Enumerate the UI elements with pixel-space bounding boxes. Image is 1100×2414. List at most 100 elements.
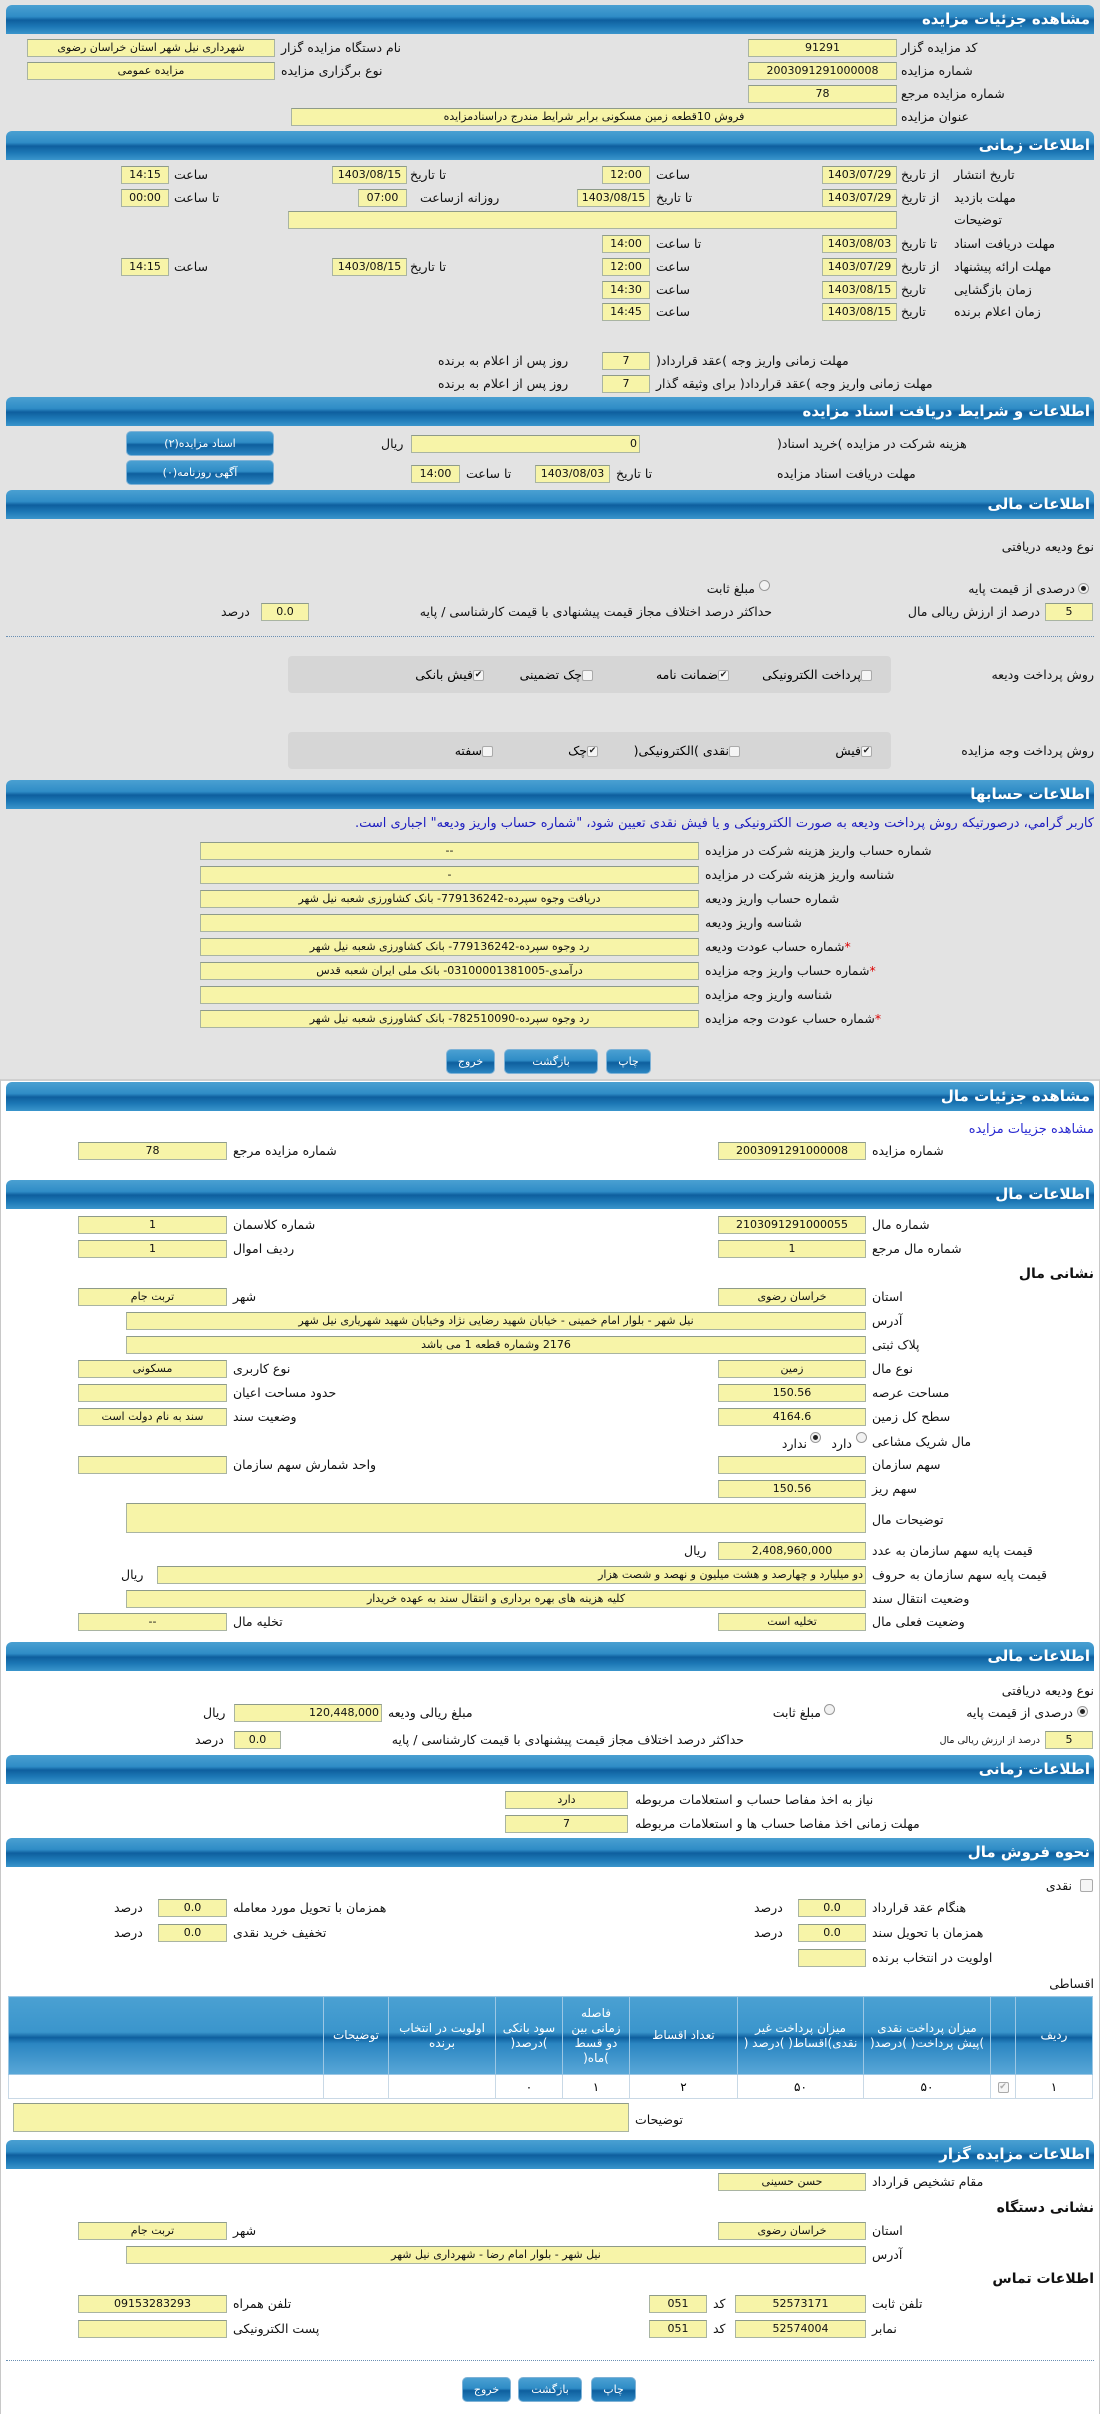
publish-from-time-field[interactable]: 12:00 (602, 166, 650, 184)
account-field[interactable]: دریافت وجوه سپرده-779136242- بانک کشاورز… (200, 890, 699, 908)
row-checkbox-checked[interactable]: ✔ (997, 2081, 1009, 2093)
email-field[interactable] (78, 2320, 227, 2338)
fee-field[interactable]: 0 (411, 435, 640, 453)
publish-to-field[interactable]: 1403/08/15 (332, 166, 407, 184)
checkbox[interactable] (861, 670, 872, 681)
city-field[interactable]: تربت جام (78, 1288, 227, 1306)
percent-radio[interactable] (1077, 1706, 1088, 1717)
contract-field[interactable]: 0.0 (798, 1899, 866, 1917)
account-field[interactable]: درآمدی-03100001381005- بانک ملی ایران شع… (200, 962, 699, 980)
offer-from-field[interactable]: 1403/07/29 (822, 258, 897, 276)
row-field[interactable]: 1 (78, 1240, 227, 1258)
checkbox[interactable] (729, 746, 740, 757)
deposit-contract-days-field[interactable]: 7 (602, 352, 650, 370)
clearance-days-field[interactable]: 7 (505, 1815, 628, 1833)
item-number-field[interactable]: 2103091291000055 (718, 1216, 866, 1234)
checkbox-checked[interactable]: ✔ (587, 746, 598, 757)
total-area-field[interactable]: 4164.6 (718, 1408, 866, 1426)
delivery-field[interactable]: 0.0 (158, 1899, 227, 1917)
usage-field[interactable]: مسکونی (78, 1360, 227, 1378)
opening-date-field[interactable]: 1403/08/15 (822, 281, 897, 299)
payment-method-cheque[interactable]: ✔چک (568, 742, 598, 759)
auction-type-field[interactable]: مزایده عمومی (27, 62, 275, 80)
org-name-field[interactable]: شهرداری نیل شهر استان خراسان رضوی (27, 39, 275, 57)
status-field[interactable]: تخلیه است (718, 1613, 866, 1631)
org-province-field[interactable]: خراسان رضوی (718, 2222, 866, 2240)
item-auction-ref-field[interactable]: 78 (78, 1142, 227, 1160)
back-button[interactable]: بازگشت (504, 1049, 598, 1074)
account-field[interactable]: رد وجوه سپرده-782510090- بانک کشاورزی شع… (200, 1010, 699, 1028)
docs-deadline-time-field[interactable]: 14:00 (411, 465, 460, 483)
item-auction-number-field[interactable]: 2003091291000008 (718, 1142, 866, 1160)
account-field[interactable] (200, 986, 699, 1004)
account-field[interactable]: - (200, 866, 699, 884)
phone-field[interactable]: 52573171 (735, 2295, 866, 2313)
deposit-guarantor-days-field[interactable]: 7 (602, 375, 650, 393)
authority-field[interactable]: حسن حسینی (718, 2173, 866, 2191)
org-address-field[interactable]: نیل شهر - بلوار امام رضا - شهرداری نیل ش… (126, 2246, 866, 2264)
max-diff-field[interactable]: 0.0 (234, 1731, 281, 1749)
fax-code-field[interactable]: 051 (649, 2320, 707, 2338)
payment-method-promissory[interactable]: سفته (455, 742, 493, 759)
priority-field[interactable] (798, 1949, 866, 1967)
timing-desc-field[interactable] (288, 211, 897, 229)
print-button[interactable]: چاپ (606, 1049, 651, 1074)
area-field[interactable]: 150.56 (718, 1384, 866, 1402)
cash-checkbox[interactable] (1080, 1879, 1093, 1892)
percent-value-field[interactable]: 5 (1045, 603, 1093, 621)
price-number-field[interactable]: 2,408,960,000 (718, 1542, 866, 1560)
price-words-field[interactable]: دو میلیارد و چهارصد و هشت میلیون و نهصد … (157, 1566, 866, 1584)
exit-button[interactable]: خروج (446, 1049, 495, 1074)
visit-daily-from-field[interactable]: 07:00 (358, 189, 407, 207)
docs-to-time-field[interactable]: 14:00 (602, 235, 650, 253)
visit-from-field[interactable]: 1403/07/29 (822, 189, 897, 207)
deed-delivery-field[interactable]: 0.0 (798, 1924, 866, 1942)
checkbox[interactable] (482, 746, 493, 757)
sale-desc-field[interactable] (13, 2103, 629, 2132)
shared-yes-radio[interactable] (856, 1432, 867, 1443)
auction-ref-field[interactable]: 78 (748, 85, 897, 103)
deposit-method-guarantee[interactable]: ✔ضمانت نامه (656, 666, 729, 683)
clearance-field[interactable]: دارد (505, 1791, 628, 1809)
account-field[interactable]: رد وجوه سپرده-779136242- بانک کشاورزی شع… (200, 938, 699, 956)
deposit-amount-field[interactable]: 120,448,000 (234, 1704, 382, 1722)
deposit-method-bank-slip[interactable]: ✔فیش بانکی (415, 666, 484, 683)
fixed-radio[interactable] (759, 580, 770, 591)
payment-method-cash[interactable]: نقدی )الکترونیکی( (634, 742, 740, 759)
deposit-method-electronic[interactable]: پرداخت الکترونیکی (762, 666, 872, 683)
address-field[interactable]: نیل شهر - بلوار امام خمینی - خیابان شهید… (126, 1312, 866, 1330)
visit-to-field[interactable]: 1403/08/15 (577, 189, 650, 207)
cell-select[interactable]: ✔ (990, 2074, 1016, 2099)
item-desc-field[interactable] (126, 1503, 866, 1533)
item-ref-field[interactable]: 1 (718, 1240, 866, 1258)
account-field[interactable]: -- (200, 842, 699, 860)
winner-date-field[interactable]: 1403/08/15 (822, 303, 897, 321)
publish-from-field[interactable]: 1403/07/29 (822, 166, 897, 184)
auction-details-link[interactable]: مشاهده جزییات مزایده (968, 1122, 1094, 1137)
fixed-radio[interactable] (824, 1704, 835, 1715)
docs-deadline-date-field[interactable]: 1403/08/03 (535, 465, 610, 483)
max-diff-field[interactable]: 0.0 (261, 603, 309, 621)
discount-field[interactable]: 0.0 (158, 1924, 227, 1942)
transfer-field[interactable]: کلیه هزینه های بهره برداری و انتقال سند … (126, 1590, 866, 1608)
mobile-field[interactable]: 09153283293 (78, 2295, 227, 2313)
checkbox-checked[interactable]: ✔ (473, 670, 484, 681)
newspaper-ads-button[interactable]: آگهی روزنامه(۰) (126, 460, 274, 485)
percent-value-field[interactable]: 5 (1045, 1731, 1093, 1749)
auction-number-field[interactable]: 2003091291000008 (748, 62, 897, 80)
share-field[interactable] (718, 1456, 866, 1474)
offer-to-time-field[interactable]: 14:15 (121, 258, 169, 276)
docs-to-field[interactable]: 1403/08/03 (822, 235, 897, 253)
evacuation-field[interactable]: -- (78, 1613, 227, 1631)
deposit-method-cheque[interactable]: چک تضمینی (520, 666, 593, 683)
print-button[interactable]: چاپ (591, 2377, 636, 2402)
building-field[interactable] (78, 1384, 227, 1402)
province-field[interactable]: خراسان رضوی (718, 1288, 866, 1306)
class-field[interactable]: 1 (78, 1216, 227, 1234)
account-field[interactable] (200, 914, 699, 932)
phone-code-field[interactable]: 051 (649, 2295, 707, 2313)
offer-from-time-field[interactable]: 12:00 (602, 258, 650, 276)
opening-time-field[interactable]: 14:30 (602, 281, 650, 299)
checkbox[interactable] (582, 670, 593, 681)
auction-subject-field[interactable]: فروش 10قطعه زمین مسکونی برابر شرایط مندر… (291, 108, 897, 126)
